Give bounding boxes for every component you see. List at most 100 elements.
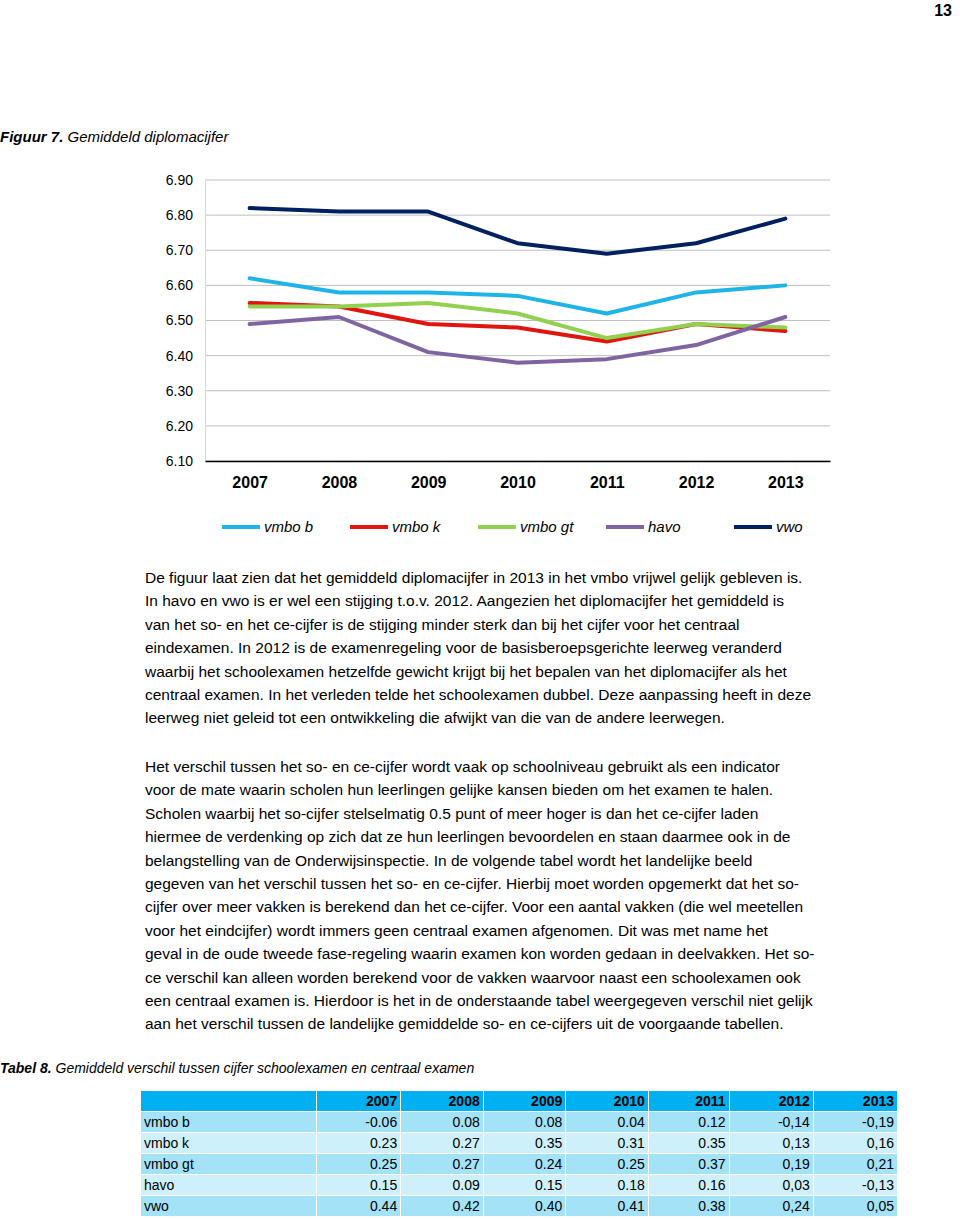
table-label: Tabel 8. <box>0 1060 52 1076</box>
table-cell: -0,19 <box>813 1112 897 1133</box>
x-tick: 2008 <box>322 461 358 491</box>
figure-caption-text: Gemiddeld diplomacijfer <box>68 128 229 145</box>
x-tick: 2007 <box>232 461 268 491</box>
header-cell: 2008 <box>401 1091 484 1112</box>
table-cell: 0,19 <box>729 1154 813 1175</box>
table-cell: 0.08 <box>401 1112 484 1133</box>
plot-lines <box>250 208 786 363</box>
table-cell: 0.40 <box>483 1196 566 1217</box>
row-label: havo <box>141 1175 317 1196</box>
table-cell: 0.35 <box>483 1133 566 1154</box>
y-tick-label: 6.40 <box>166 348 193 364</box>
table-cell: 0,24 <box>729 1196 813 1217</box>
table-cell: 0.35 <box>648 1133 729 1154</box>
grid-line <box>205 180 830 181</box>
y-tick-label: 6.30 <box>166 383 193 399</box>
x-tick: 2009 <box>411 461 447 491</box>
table-cell: -0,13 <box>813 1175 897 1196</box>
y-tick: 6.70 <box>166 242 205 258</box>
x-tick-label: 2010 <box>500 474 536 491</box>
table-cell: 0.15 <box>317 1175 401 1196</box>
table-cell: 0.27 <box>401 1133 484 1154</box>
x-tick: 2012 <box>679 461 715 491</box>
grid-line <box>205 215 830 216</box>
legend-label: vwo <box>776 518 803 535</box>
y-tick: 6.50 <box>166 312 205 328</box>
page: 13 Figuur 7. Gemiddeld diplomacijfer 6.10 6… <box>0 0 960 1220</box>
table-cell: 0,16 <box>813 1133 897 1154</box>
text-line: van het so- en het ce-cijfer is de stijg… <box>145 616 739 634</box>
x-axis: 2007 2008 2009 2010 2011 2012 2013 <box>206 461 831 491</box>
table-cell: 0,03 <box>729 1175 813 1196</box>
table-cell: 0.16 <box>648 1175 729 1196</box>
y-axis-line <box>205 181 206 462</box>
table-cell: 0.04 <box>566 1112 649 1133</box>
grid-line <box>205 425 830 426</box>
text-line: Scholen waarbij het so-cijfer stelselmat… <box>145 805 758 823</box>
header-cell: 2011 <box>648 1091 729 1112</box>
y-tick-label: 6.60 <box>166 277 193 293</box>
table-caption: Tabel 8. Gemiddeld verschil tussen cijfe… <box>0 1060 474 1076</box>
table-cell: 0,13 <box>729 1133 813 1154</box>
text-line: centraal examen. In het verleden telde h… <box>145 686 811 704</box>
grid-line <box>205 461 830 462</box>
header-cell <box>141 1091 317 1112</box>
table-cell: 0.12 <box>648 1112 729 1133</box>
table-cell: -0.06 <box>317 1112 401 1133</box>
row-label: vwo <box>141 1196 317 1217</box>
text-line: ce verschil kan alleen worden berekend v… <box>145 969 801 987</box>
row-label: vmbo gt <box>141 1154 317 1175</box>
legend-swatch <box>734 525 772 529</box>
table-cell: 0.25 <box>566 1154 649 1175</box>
figure-caption: Figuur 7. Gemiddeld diplomacijfer <box>0 128 228 145</box>
legend: vmbo bvmbo kvmbo gthavovwo <box>222 518 803 535</box>
grid <box>205 180 830 461</box>
table-row: vmbo k0.230.270.350.310.350,130,16 <box>141 1133 898 1154</box>
y-tick: 6.40 <box>166 348 205 364</box>
data-table: 2007200820092010201120122013vmbo b-0.060… <box>140 1090 898 1217</box>
x-tick: 2011 <box>590 461 625 491</box>
table-row: vmbo gt0.250.270.240.250.370,190,21 <box>141 1154 898 1175</box>
header-cell: 2007 <box>317 1091 401 1112</box>
table-cell: -0,14 <box>729 1112 813 1133</box>
table-row: havo0.150.090.150.180.160,03-0,13 <box>141 1175 898 1196</box>
table-cell: 0.38 <box>648 1196 729 1217</box>
text-line: aan het verschil tussen de landelijke ge… <box>145 1015 783 1033</box>
grid-line <box>205 390 830 391</box>
table-row: vmbo b-0.060.080.080.040.12-0,14-0,19 <box>141 1112 898 1133</box>
legend-item: vmbo k <box>350 518 442 535</box>
page-number: 13 <box>934 2 952 20</box>
table-cell: 0.27 <box>401 1154 484 1175</box>
table-row: vwo0.440.420.400.410.380,240,05 <box>141 1196 898 1217</box>
x-tick: 2013 <box>768 461 804 491</box>
legend-swatch <box>350 525 388 529</box>
text-line: leerweg niet geleid tot een ontwikkeling… <box>145 709 725 727</box>
grid-line <box>205 250 830 251</box>
table-cell: 0.31 <box>566 1133 649 1154</box>
table-cell: 0.44 <box>317 1196 401 1217</box>
table-cell: 0,05 <box>813 1196 897 1217</box>
y-tick-label: 6.80 <box>166 207 193 223</box>
table-header: 2007200820092010201120122013 <box>141 1091 898 1112</box>
text-line: voor de mate waarin scholen hun leerling… <box>145 781 773 799</box>
legend-item: vwo <box>734 518 803 535</box>
text-line: De figuur laat zien dat het gemiddeld di… <box>145 569 802 587</box>
x-tick-label: 2013 <box>768 474 804 491</box>
table-cell: 0.41 <box>566 1196 649 1217</box>
table-cell: 0.08 <box>483 1112 566 1133</box>
legend-label: vmbo k <box>392 518 442 535</box>
y-tick: 6.60 <box>166 277 205 293</box>
y-tick: 6.10 <box>166 453 205 469</box>
text-line: een centraal examen is. Hierdoor is het … <box>145 992 813 1010</box>
table-caption-text: Gemiddeld verschil tussen cijfer schoole… <box>56 1060 475 1076</box>
legend-item: vmbo gt <box>478 518 574 535</box>
x-axis-line <box>206 461 831 463</box>
table-cell: 0,21 <box>813 1154 897 1175</box>
text-line: hiermee de verdenking op zich dat ze hun… <box>145 828 790 846</box>
header-cell: 2013 <box>813 1091 897 1112</box>
x-tick-label: 2011 <box>590 474 625 491</box>
text-line: In havo en vwo is er wel een stijging t.… <box>145 592 784 610</box>
y-axis: 6.106.206.306.406.506.606.706.806.90 <box>166 172 206 469</box>
legend-label: vmbo gt <box>520 518 574 535</box>
table-cell: 0.15 <box>483 1175 566 1196</box>
